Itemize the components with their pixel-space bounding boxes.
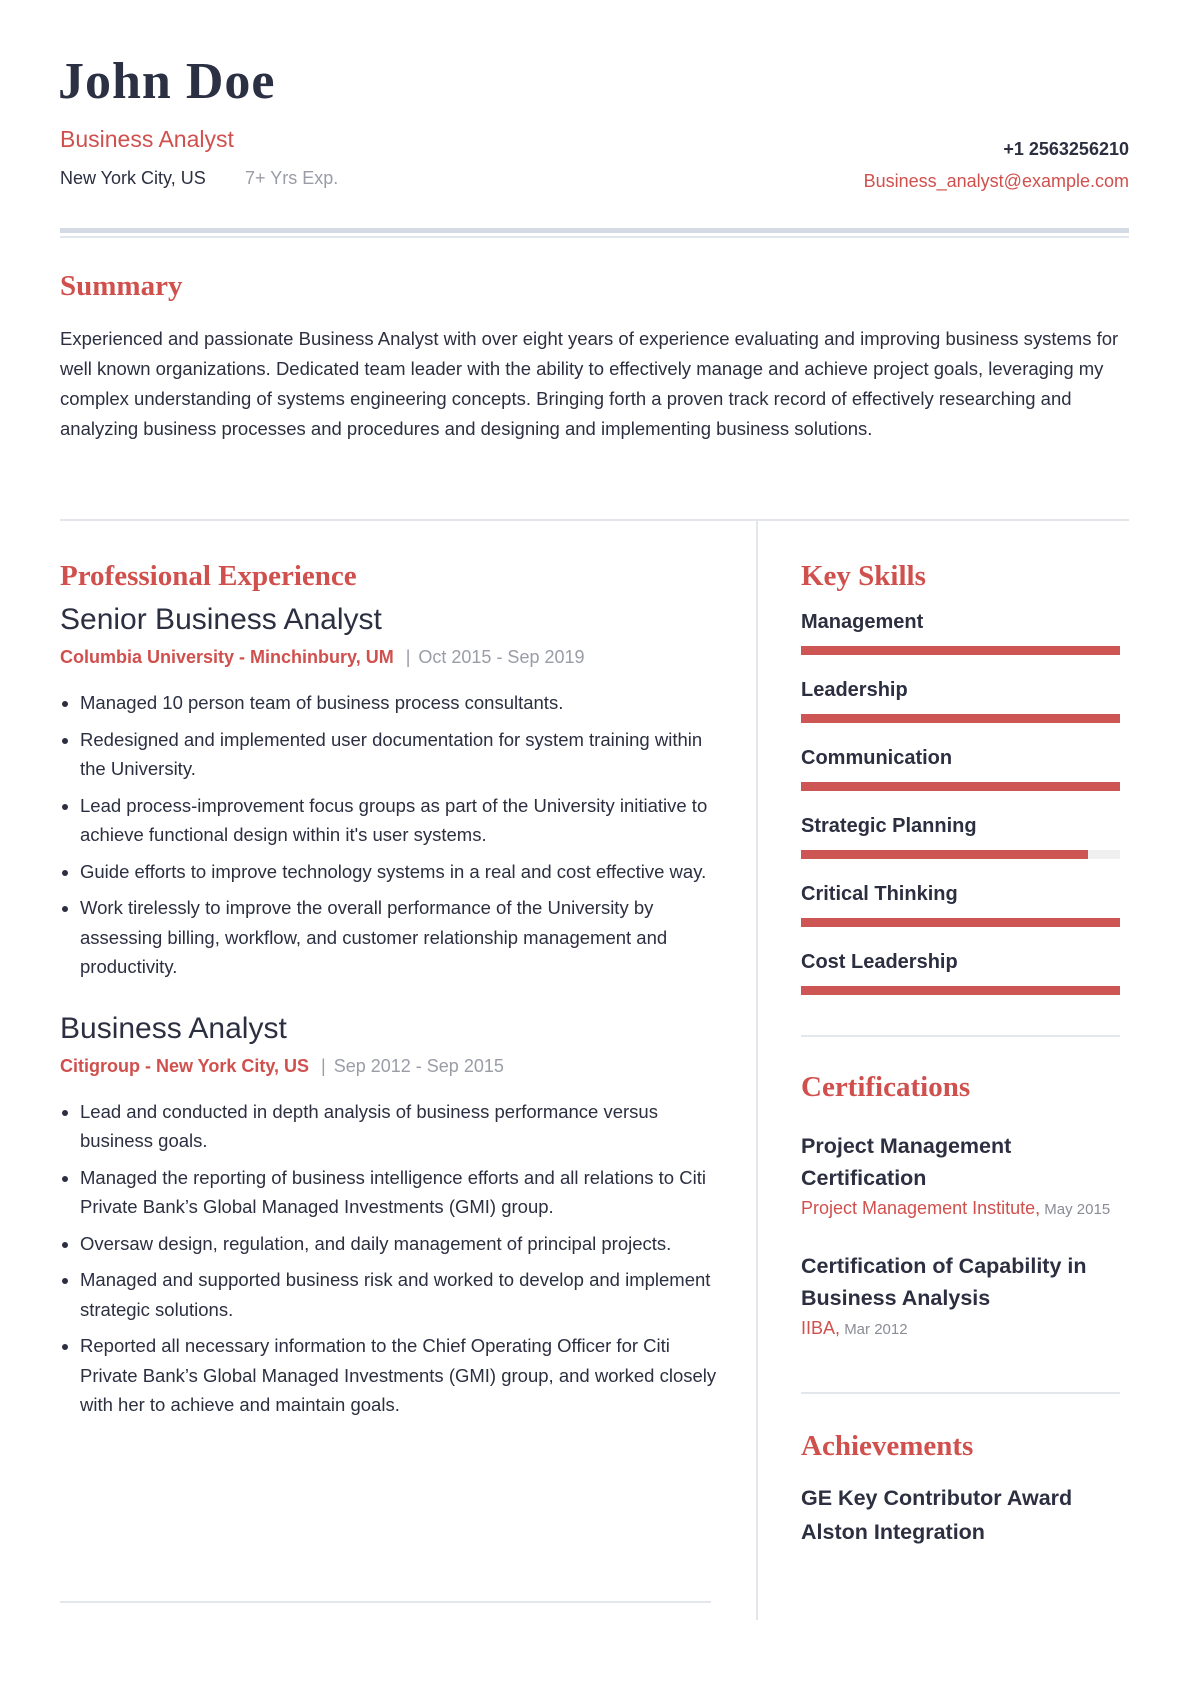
skill-bar-fill xyxy=(801,986,1120,995)
achievements-heading: Achievements xyxy=(801,1430,974,1462)
skill-item: Leadership xyxy=(801,679,1131,723)
skill-label: Management xyxy=(801,611,924,633)
bullet-item: Managed 10 person team of business proce… xyxy=(60,688,720,718)
certification-date: May 2015 xyxy=(1044,1201,1111,1218)
skill-bar-fill xyxy=(801,646,1120,655)
skill-label: Leadership xyxy=(801,679,908,701)
skill-bar xyxy=(801,782,1120,791)
job-title: Business Analyst xyxy=(60,1011,287,1045)
bullet-item: Managed the reporting of business intell… xyxy=(60,1163,720,1222)
certification-date: Mar 2012 xyxy=(844,1321,908,1338)
job-meta: Citigroup - New York City, US | Sep 2012 -… xyxy=(60,1056,720,1077)
certification-org: IIBA, xyxy=(801,1318,841,1338)
job-dates: Oct 2015 - Sep 2019 xyxy=(418,647,585,667)
bullet-item: Lead process-improvement focus groups as… xyxy=(60,791,720,850)
job-title: Senior Business Analyst xyxy=(60,603,382,636)
candidate-name: John Doe xyxy=(58,53,276,110)
skill-label: Critical Thinking xyxy=(801,883,958,905)
certification-org: Project Management Institute, xyxy=(801,1198,1041,1218)
skills-heading: Key Skills xyxy=(801,560,926,592)
summary-text: Experienced and passionate Business Anal… xyxy=(60,328,1119,439)
job-entry: Business Analyst Citigroup - New York Ci… xyxy=(60,1012,720,1420)
sidebar: Key Skills Management Leadership Communica… xyxy=(801,560,1131,1549)
header-divider-thin xyxy=(60,236,1129,238)
certification-name: Project Management Certification xyxy=(801,1134,1012,1190)
job-bullets: Lead and conducted in depth analysis of … xyxy=(60,1097,720,1420)
certification-name: Certification of Capability in Business … xyxy=(801,1254,1087,1310)
certifications-heading: Certifications xyxy=(801,1071,971,1103)
bullet-item: Managed and supported business risk and … xyxy=(60,1265,720,1324)
bullet-item: Oversaw design, regulation, and daily ma… xyxy=(60,1229,720,1259)
skill-label: Strategic Planning xyxy=(801,815,977,837)
bullet-item: Lead and conducted in depth analysis of … xyxy=(60,1097,720,1156)
skill-item: Strategic Planning xyxy=(801,815,1131,859)
skill-bar xyxy=(801,646,1120,655)
phone: +1 2563256210 xyxy=(1003,139,1129,159)
bullet-item: Reported all necessary information to th… xyxy=(60,1331,720,1420)
bullet-item: Work tirelessly to improve the overall p… xyxy=(60,893,720,982)
job-company: Citigroup - New York City, US xyxy=(60,1055,310,1076)
job-meta: Columbia University - Minchinbury, UM | Oc… xyxy=(60,647,720,668)
location: New York City, US xyxy=(60,168,206,188)
section-divider xyxy=(801,1035,1120,1037)
skill-bar-fill xyxy=(801,918,1120,927)
certification-item: Project Management Certification Project … xyxy=(801,1130,1131,1224)
skill-bar-fill xyxy=(801,782,1120,791)
section-divider xyxy=(801,1392,1120,1394)
skill-bar xyxy=(801,714,1120,723)
separator: | xyxy=(321,1055,326,1076)
skill-item: Management xyxy=(801,611,1131,655)
bullet-item: Guide efforts to improve technology syst… xyxy=(60,857,720,887)
experience-years: 7+ Yrs Exp. xyxy=(245,168,339,188)
candidate-title: Business Analyst xyxy=(60,126,234,152)
email-link[interactable]: Business_analyst@example.com xyxy=(863,171,1129,191)
skill-label: Cost Leadership xyxy=(801,951,958,973)
job-dates: Sep 2012 - Sep 2015 xyxy=(333,1055,504,1076)
skill-bar-fill xyxy=(801,714,1120,723)
skill-item: Critical Thinking xyxy=(801,883,1131,927)
job-entry: Senior Business Analyst Columbia Univers… xyxy=(60,603,720,982)
separator: | xyxy=(405,647,411,667)
skill-bar xyxy=(801,850,1120,859)
job-bullets: Managed 10 person team of business proce… xyxy=(60,688,720,982)
skill-item: Cost Leadership xyxy=(801,951,1131,995)
column-divider xyxy=(756,520,758,1620)
skill-bar xyxy=(801,986,1120,995)
skill-bar xyxy=(801,918,1120,927)
experience-section: Professional Experience Senior Business … xyxy=(60,560,720,1427)
skill-item: Communication xyxy=(801,747,1131,791)
bullet-item: Redesigned and implemented user document… xyxy=(60,725,720,784)
section-divider xyxy=(60,519,1129,521)
header-divider xyxy=(60,228,1129,233)
skill-bar-fill xyxy=(801,850,1089,859)
certification-item: Certification of Capability in Business … xyxy=(801,1250,1131,1344)
skill-label: Communication xyxy=(801,747,953,769)
achievement-item: GE Key Contributor Award Alston Integrat… xyxy=(801,1486,1073,1544)
experience-heading: Professional Experience xyxy=(60,560,357,592)
section-divider xyxy=(60,1601,711,1603)
job-company: Columbia University - Minchinbury, UM xyxy=(60,647,394,667)
summary-heading: Summary xyxy=(60,270,183,302)
